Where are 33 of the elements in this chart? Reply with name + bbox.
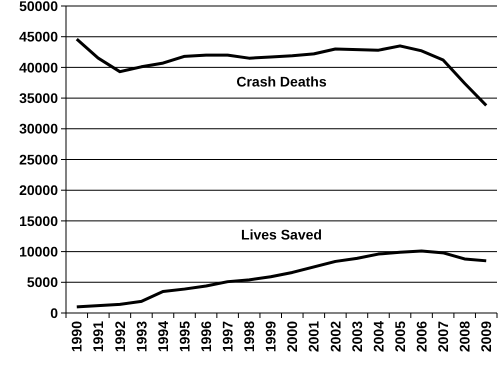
- x-tick-label: 1990: [68, 320, 85, 352]
- y-tick-label: 45000: [19, 28, 58, 45]
- y-tick-label: 40000: [19, 59, 58, 76]
- y-tick-label: 15000: [19, 212, 58, 229]
- y-tick-label: 0: [50, 304, 58, 321]
- x-tick-label: 1997: [220, 320, 236, 352]
- x-tick-label: 2003: [348, 320, 365, 352]
- x-tick-label: 2004: [370, 320, 386, 352]
- x-tick-label: 2009: [478, 320, 494, 352]
- x-tick-label: 2001: [306, 320, 322, 352]
- x-tick-label: 2007: [435, 320, 452, 352]
- x-tick-label: 1994: [154, 320, 171, 352]
- x-tick-label: 1995: [176, 320, 192, 352]
- x-tick-label: 1992: [112, 320, 128, 352]
- x-tick-label: 2000: [284, 320, 300, 352]
- x-tick-label: 2006: [413, 320, 430, 352]
- series-label: Lives Saved: [241, 226, 322, 242]
- y-tick-label: 30000: [19, 120, 58, 137]
- y-tick-label: 20000: [19, 182, 58, 198]
- y-tick-label: 35000: [19, 90, 58, 106]
- y-tick-label: 50000: [19, 0, 58, 14]
- y-tick-label: 10000: [19, 244, 58, 260]
- x-tick-label: 2002: [327, 320, 344, 352]
- series-label: Crash Deaths: [236, 74, 327, 90]
- x-tick-label: 1996: [198, 320, 214, 352]
- y-tick-label: 25000: [19, 151, 58, 168]
- x-tick-label: 1993: [133, 320, 150, 352]
- x-tick-label: 1998: [241, 320, 258, 352]
- x-tick-label: 1991: [90, 320, 106, 352]
- x-tick-label: 2008: [456, 320, 473, 352]
- x-tick-label: 1999: [262, 320, 279, 352]
- x-tick-label: 2005: [392, 320, 408, 352]
- y-tick-label: 5000: [26, 274, 58, 290]
